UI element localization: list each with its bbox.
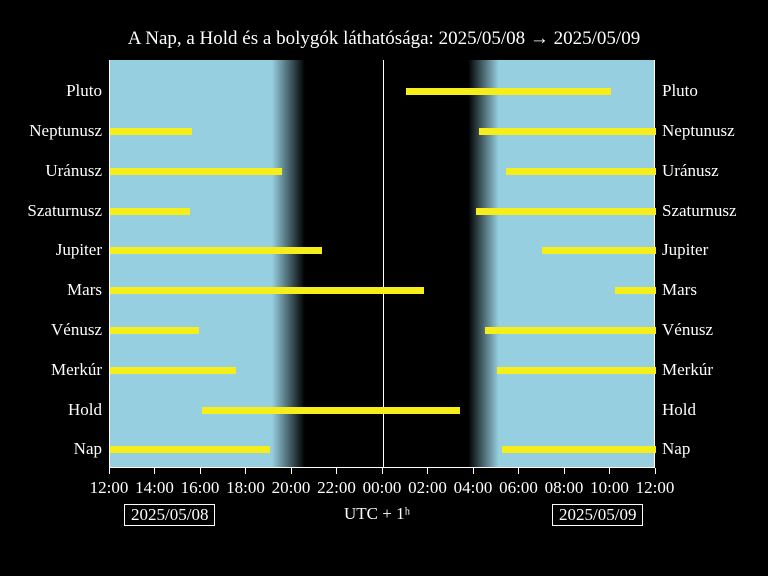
- body-label-left: Vénusz: [51, 320, 102, 340]
- body-label-left: Hold: [68, 400, 102, 420]
- visibility-bar: [506, 168, 656, 175]
- visibility-bar: [502, 446, 656, 453]
- x-tick-label: 22:00: [313, 478, 361, 498]
- x-tick-label: 10:00: [586, 478, 634, 498]
- x-tick-label: 08:00: [540, 478, 588, 498]
- body-label-left: Mars: [67, 280, 102, 300]
- x-tick-label: 18:00: [222, 478, 270, 498]
- x-tick-label: 02:00: [404, 478, 452, 498]
- body-label-right: Szaturnusz: [662, 201, 737, 221]
- x-tick: [609, 468, 610, 474]
- x-tick: [245, 468, 246, 474]
- visibility-bar: [110, 367, 236, 374]
- visibility-bar: [615, 287, 656, 294]
- visibility-bar: [110, 168, 282, 175]
- x-tick-label: 12:00: [85, 478, 133, 498]
- visibility-bar: [476, 208, 656, 215]
- body-label-right: Jupiter: [662, 240, 708, 260]
- body-label-right: Hold: [662, 400, 696, 420]
- x-tick: [655, 468, 656, 474]
- x-tick: [427, 468, 428, 474]
- x-tick: [154, 468, 155, 474]
- plot-area: [109, 60, 655, 468]
- x-tick: [200, 468, 201, 474]
- visibility-bar: [497, 367, 656, 374]
- body-label-left: Szaturnusz: [27, 201, 102, 221]
- body-label-left: Jupiter: [56, 240, 102, 260]
- body-label-right: Uránusz: [662, 161, 719, 181]
- body-label-left: Uránusz: [45, 161, 102, 181]
- x-tick: [336, 468, 337, 474]
- body-label-left: Neptunusz: [29, 121, 102, 141]
- body-label-right: Merkúr: [662, 360, 713, 380]
- body-label-left: Merkúr: [51, 360, 102, 380]
- body-label-right: Vénusz: [662, 320, 713, 340]
- body-label-right: Mars: [662, 280, 697, 300]
- x-tick-label: 04:00: [449, 478, 497, 498]
- x-tick-label: 14:00: [131, 478, 179, 498]
- visibility-bar: [110, 128, 192, 135]
- visibility-bar: [485, 327, 656, 334]
- date-left-box: 2025/05/08: [124, 504, 215, 526]
- chart-title: A Nap, a Hold és a bolygók láthatósága: …: [0, 28, 768, 50]
- visibility-bar: [406, 88, 611, 95]
- date-right-box: 2025/05/09: [552, 504, 643, 526]
- visibility-bar: [110, 446, 270, 453]
- visibility-bar: [110, 327, 199, 334]
- x-tick-label: 06:00: [495, 478, 543, 498]
- body-label-right: Nap: [662, 439, 690, 459]
- x-tick: [564, 468, 565, 474]
- body-label-right: Neptunusz: [662, 121, 735, 141]
- visibility-bar: [110, 247, 322, 254]
- visibility-bar: [202, 407, 460, 414]
- visibility-bar: [110, 208, 190, 215]
- x-tick-label: 16:00: [176, 478, 224, 498]
- x-tick: [518, 468, 519, 474]
- x-tick-label: 00:00: [358, 478, 406, 498]
- body-label-left: Nap: [74, 439, 102, 459]
- body-label-right: Pluto: [662, 81, 698, 101]
- x-tick-label: 12:00: [631, 478, 679, 498]
- utc-label: UTC + 1ʰ: [344, 504, 410, 524]
- x-tick: [382, 468, 383, 474]
- visibility-bar: [110, 287, 424, 294]
- x-tick: [473, 468, 474, 474]
- x-tick: [291, 468, 292, 474]
- visibility-bar: [542, 247, 656, 254]
- body-label-left: Pluto: [66, 81, 102, 101]
- x-tick-label: 20:00: [267, 478, 315, 498]
- visibility-bar: [479, 128, 656, 135]
- x-tick: [109, 468, 110, 474]
